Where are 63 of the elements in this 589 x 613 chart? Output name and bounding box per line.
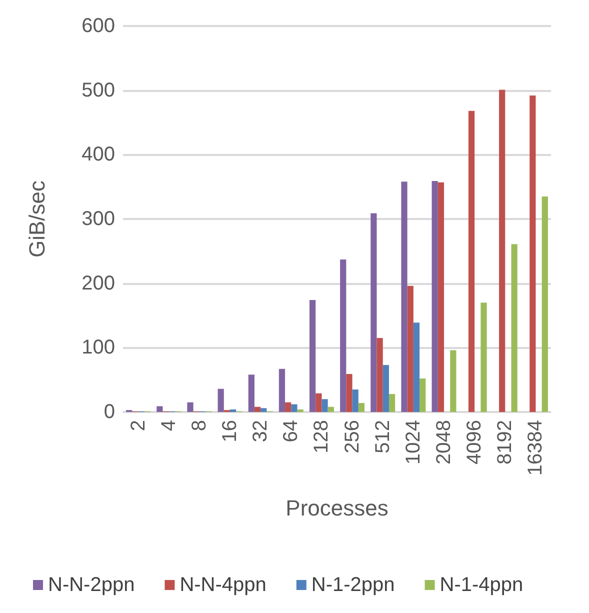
bar — [401, 182, 408, 412]
y-tick-label: 0 — [104, 401, 115, 423]
x-tick-label: 8 — [188, 420, 210, 432]
legend-label: N-N-2ppn — [48, 574, 135, 596]
x-tick-label: 4096 — [464, 420, 486, 464]
bar — [420, 378, 426, 412]
x-tick-label: 2048 — [433, 420, 455, 464]
bar — [285, 402, 292, 412]
bar — [156, 406, 163, 412]
bar — [316, 393, 322, 412]
bar — [187, 402, 194, 412]
bar — [340, 260, 346, 412]
bar — [511, 244, 518, 412]
y-axis-title: GiB/sec — [24, 180, 50, 258]
x-tick-label: 16 — [219, 420, 241, 442]
bar — [218, 388, 224, 412]
y-tick-label: 500 — [82, 79, 115, 102]
x-tick-label: 2 — [127, 420, 150, 432]
x-tick-label: 512 — [372, 420, 394, 454]
bar — [542, 196, 548, 412]
bar — [322, 399, 328, 412]
x-tick-label: 32 — [250, 420, 272, 442]
x-tick-label: 64 — [280, 420, 302, 442]
bar — [297, 409, 304, 412]
y-tick-label: 300 — [82, 208, 115, 230]
bar — [468, 110, 475, 412]
y-tick-label: 200 — [82, 272, 115, 294]
bar — [309, 300, 316, 412]
x-tick-label: 1024 — [402, 420, 424, 464]
x-tick-label: 128 — [310, 420, 333, 454]
y-tick-label: 400 — [82, 144, 115, 166]
bar — [376, 338, 383, 412]
bar — [499, 90, 506, 412]
bar — [370, 213, 377, 412]
bar — [530, 95, 536, 412]
bar — [450, 350, 456, 412]
legend-label: N-1-4ppn — [440, 574, 524, 596]
bar — [328, 406, 334, 412]
bar — [291, 404, 298, 412]
y-tick-label: 100 — [82, 336, 115, 359]
x-tick-label: 16384 — [524, 420, 547, 476]
x-tick-label: 4 — [158, 420, 180, 432]
bar — [358, 402, 365, 412]
bar — [432, 181, 438, 412]
bar — [346, 374, 352, 412]
y-tick-label: 600 — [82, 15, 115, 37]
bar — [260, 408, 267, 412]
bar — [413, 322, 420, 412]
x-axis-title: Processes — [286, 496, 388, 520]
bar — [230, 409, 236, 412]
bar — [438, 182, 444, 412]
x-tick-label: 8192 — [494, 420, 516, 464]
x-tick-label: 256 — [341, 420, 364, 454]
bar — [248, 374, 254, 412]
bar — [480, 302, 487, 412]
bar — [407, 286, 414, 412]
legend-label: N-N-4ppn — [180, 574, 266, 596]
bar — [278, 368, 286, 412]
bar — [254, 406, 261, 412]
bar — [352, 389, 358, 412]
bar — [382, 365, 389, 412]
legend-label: N-1-2ppn — [311, 574, 395, 596]
bar — [388, 394, 396, 412]
